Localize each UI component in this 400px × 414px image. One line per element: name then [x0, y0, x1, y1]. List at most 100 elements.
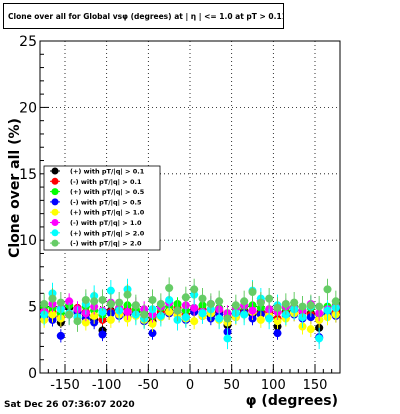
data-point [298, 302, 307, 311]
data-point [273, 317, 282, 326]
y-tick-label: 15 [19, 167, 37, 183]
data-point [148, 319, 157, 328]
data-point [198, 309, 207, 318]
data-point [231, 301, 240, 310]
data-point [106, 286, 115, 295]
data-point [156, 299, 165, 308]
data-point [165, 307, 174, 316]
legend-label: (-) with pT/|q| > 0.1 [70, 178, 142, 187]
x-tick-label: -150 [50, 378, 80, 393]
legend-label: (+) with pT/|q| > 2.0 [70, 229, 145, 238]
data-point [40, 299, 49, 308]
data-point [165, 295, 174, 304]
data-point [223, 314, 232, 323]
data-point [98, 307, 107, 316]
data-point [156, 311, 165, 320]
legend-marker [51, 177, 59, 185]
data-point [273, 303, 282, 312]
data-point [323, 285, 332, 294]
x-tick-label: -100 [92, 378, 122, 393]
data-point [148, 329, 157, 338]
data-point [315, 334, 324, 343]
data-point [106, 299, 115, 308]
y-tick-label: 10 [19, 233, 37, 249]
data-point [306, 325, 315, 334]
data-points [40, 277, 340, 350]
data-point [173, 306, 182, 315]
data-point [65, 297, 74, 306]
data-point [65, 310, 74, 319]
data-point [106, 315, 115, 324]
y-tick-label: 0 [28, 366, 37, 382]
data-point [81, 295, 90, 304]
y-tick-label: 5 [28, 300, 37, 316]
data-point [190, 303, 199, 312]
data-point [223, 334, 232, 343]
legend-label: (-) with pT/|q| > 0.5 [70, 198, 142, 207]
data-point [148, 295, 157, 304]
legend-marker [51, 239, 59, 247]
data-point [181, 293, 190, 302]
legend-label: (-) with pT/|q| > 2.0 [70, 240, 142, 249]
x-tick-label: 100 [261, 378, 286, 393]
data-point [315, 302, 324, 311]
legend-label: (+) with pT/|q| > 1.0 [70, 209, 145, 218]
data-point [190, 285, 199, 294]
x-tick-label: 0 [186, 378, 194, 393]
data-point [131, 301, 140, 310]
legend-label: (-) with pT/|q| > 1.0 [70, 219, 142, 228]
data-point [73, 317, 82, 326]
x-axis-label: φ (degrees) [246, 393, 338, 409]
data-point [240, 310, 249, 319]
data-point [48, 294, 57, 303]
timestamp-footer: Sat Dec 26 07:36:07 2020 [4, 400, 135, 410]
legend-marker [51, 188, 59, 196]
data-point [256, 298, 265, 307]
legend-marker [51, 208, 59, 216]
y-tick-label: 20 [19, 100, 37, 116]
data-point [281, 299, 290, 308]
data-point [248, 306, 257, 315]
data-point [56, 298, 65, 307]
series-group [40, 277, 340, 332]
data-point [198, 294, 207, 303]
axis-ticks: -150 -100 -50 0 50 100 150 0 5 10 15 20 25 [19, 34, 333, 393]
data-point [323, 306, 332, 315]
data-point [115, 298, 124, 307]
data-point [290, 298, 299, 307]
data-point [215, 297, 224, 306]
data-point [90, 297, 99, 306]
grid-lines [40, 41, 340, 373]
data-point [273, 329, 282, 338]
data-point [81, 318, 90, 327]
legend: (+) with pT/|q| > 0.1(-) with pT/|q| > 0… [43, 165, 161, 251]
data-point [123, 307, 132, 316]
data-point [256, 315, 265, 324]
data-point [98, 330, 107, 339]
legend-box [43, 165, 161, 251]
y-axis-label: Clone over all (%) [7, 118, 23, 258]
legend-marker [51, 219, 59, 226]
data-point [190, 317, 199, 326]
data-point [331, 297, 340, 306]
x-tick-label: 150 [303, 378, 328, 393]
data-point [90, 311, 99, 320]
data-point [306, 301, 315, 310]
y-tick-label: 25 [19, 34, 37, 50]
data-point [265, 294, 274, 303]
data-point [98, 295, 107, 304]
legend-marker [51, 167, 59, 175]
x-tick-label: 50 [223, 378, 240, 393]
data-point [240, 297, 249, 306]
legend-marker [51, 229, 59, 237]
data-point [248, 287, 257, 296]
legend-label: (+) with pT/|q| > 0.5 [70, 188, 145, 197]
x-tick-label: -50 [138, 378, 159, 393]
data-point [165, 284, 174, 293]
data-point [140, 310, 149, 319]
data-point [206, 299, 215, 308]
legend-label: (+) with pT/|q| > 0.1 [70, 168, 145, 177]
data-point [265, 314, 274, 323]
chart-title: Clone over all for Global vsφ (degrees) … [3, 3, 284, 29]
